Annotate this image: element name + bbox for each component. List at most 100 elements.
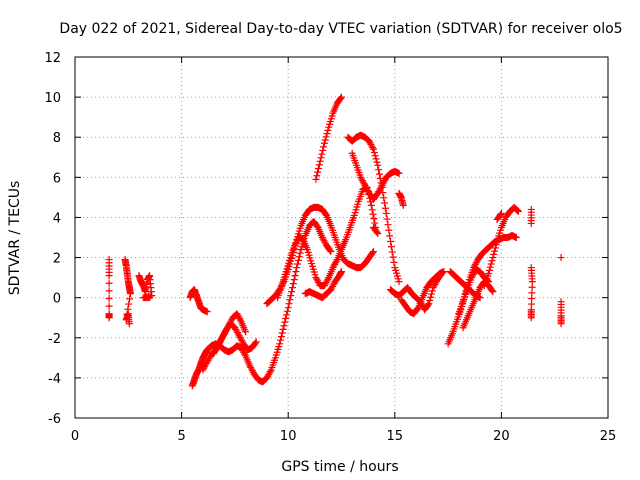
data-point [251, 339, 259, 347]
data-point [429, 284, 437, 292]
data-point [291, 242, 299, 250]
series-s15 [395, 189, 407, 209]
data-point [239, 347, 247, 355]
data-point [293, 264, 301, 272]
data-point [236, 333, 244, 341]
data-point [375, 186, 383, 194]
data-point [492, 241, 500, 249]
data-point [386, 232, 394, 240]
data-point [206, 353, 214, 361]
data-point [384, 221, 392, 229]
data-point [381, 177, 389, 185]
data-point [263, 374, 271, 382]
x-tick-label: 10 [280, 429, 297, 444]
data-point [358, 175, 366, 183]
data-point [246, 362, 254, 370]
data-point [380, 194, 388, 202]
data-point [125, 320, 133, 328]
data-point [425, 300, 433, 308]
data-point [362, 183, 370, 191]
data-point [380, 178, 388, 186]
data-point [374, 229, 382, 237]
data-point [358, 177, 366, 185]
data-point [248, 367, 256, 375]
data-point [381, 199, 389, 207]
data-point [513, 206, 521, 214]
data-point [321, 136, 329, 144]
data-point [327, 248, 335, 256]
data-point [279, 325, 287, 333]
data-point [369, 248, 377, 256]
data-point [126, 290, 134, 298]
data-point [314, 277, 322, 285]
data-point [369, 144, 377, 152]
y-tick-label: 2 [53, 252, 61, 267]
data-point [385, 226, 393, 234]
data-point [375, 188, 383, 196]
data-point [233, 329, 241, 337]
data-point [357, 173, 365, 181]
data-point [294, 256, 302, 264]
data-point [424, 301, 432, 309]
tick-labels: 0 5 10 15 20 25 -6 -4 -2 0 2 4 6 8 10 12 [44, 51, 616, 444]
series-s2 [121, 256, 134, 328]
data-point [413, 305, 421, 313]
data-point [323, 130, 331, 138]
grid [75, 57, 608, 418]
data-point [485, 270, 493, 278]
data-point [361, 181, 369, 189]
x-tick-label: 5 [177, 429, 185, 444]
series-s4 [186, 286, 211, 316]
data-point [236, 316, 244, 324]
data-point [491, 247, 499, 255]
data-point [241, 350, 249, 358]
data-point [201, 361, 209, 369]
data-point [234, 311, 242, 319]
y-tick-label: 10 [44, 91, 61, 106]
data-point [320, 237, 328, 245]
x-tick-label: 20 [493, 429, 510, 444]
data-point [276, 340, 284, 348]
data-point [365, 137, 373, 145]
data-point [234, 330, 242, 338]
series-s24 [527, 205, 536, 322]
data-point [289, 280, 297, 288]
data-point [291, 240, 299, 248]
series-s10 [301, 268, 345, 302]
data-point [281, 318, 289, 326]
y-tick-label: 6 [53, 171, 61, 186]
data-point [287, 292, 295, 300]
data-point [295, 253, 303, 261]
data-point [215, 340, 223, 348]
data-point [332, 259, 340, 267]
data-point [278, 329, 286, 337]
data-point [217, 335, 225, 343]
data-point [284, 304, 292, 312]
data-point [288, 288, 296, 296]
data-point [218, 334, 226, 342]
data-point [233, 310, 241, 318]
data-point [203, 358, 211, 366]
x-tick-label: 0 [71, 429, 79, 444]
data-point [319, 235, 327, 243]
series-s7 [210, 320, 260, 358]
data-point [236, 315, 244, 323]
data-point [291, 272, 299, 280]
data-point [373, 158, 381, 166]
data-point [314, 165, 322, 173]
data-point [280, 322, 288, 330]
data-point [105, 294, 113, 302]
series-s17 [397, 268, 448, 318]
data-point [374, 161, 382, 169]
data-point [313, 275, 321, 283]
data-point [330, 262, 338, 270]
data-point [369, 210, 377, 218]
data-point [373, 228, 381, 236]
data-point [292, 238, 300, 246]
data-point [221, 329, 229, 337]
data-point [264, 372, 272, 380]
data-point [369, 145, 377, 153]
series-s6 [199, 310, 250, 374]
data-point [321, 238, 329, 246]
data-point [315, 161, 323, 169]
